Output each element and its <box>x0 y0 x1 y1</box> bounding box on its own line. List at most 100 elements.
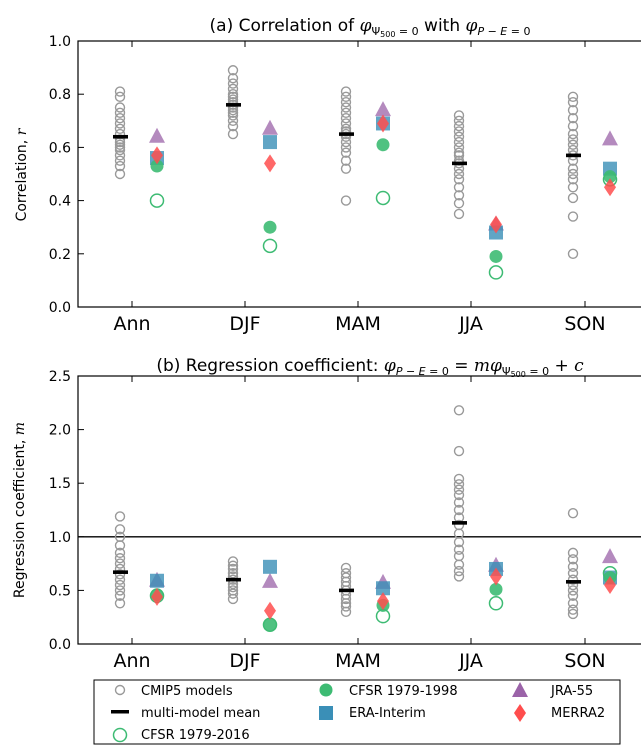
cmip5-point <box>340 102 352 113</box>
panel-a-frame <box>77 40 641 308</box>
cmip5-point <box>453 497 465 508</box>
cmip5-point <box>567 604 579 615</box>
xtick-label-son: SON <box>564 313 605 335</box>
ytick-label: 0.5 <box>49 583 71 599</box>
cmip5-point <box>453 208 465 220</box>
cmip5-point <box>227 115 239 127</box>
panel-b-marks <box>78 405 641 632</box>
merra2-point <box>151 146 163 165</box>
cmip5-point <box>114 150 126 161</box>
ytick-label: 1.0 <box>49 34 71 50</box>
legend-cfsr-1979-1998-label: CFSR 1979-1998 <box>349 684 458 699</box>
cmip5-point <box>114 590 126 601</box>
cfsr-1979-2016-point <box>262 238 278 254</box>
cmip5-point <box>453 168 465 180</box>
cmip5-point <box>114 112 126 124</box>
cmip5-point <box>340 126 352 137</box>
cmip5-point <box>114 511 126 522</box>
cmip5-point <box>114 569 126 580</box>
panel-b-title: (b) Regression coefficient: φP − E = 0 =… <box>156 356 584 379</box>
jra55-point <box>375 101 391 117</box>
cmip5-point <box>453 110 465 121</box>
cmip5-point <box>227 560 239 571</box>
legend-cfsr-1979-2016-marker <box>112 727 128 743</box>
cmip5-point <box>567 248 579 260</box>
mean-mark <box>339 132 354 136</box>
cmip5-point <box>453 565 465 577</box>
legend-mean-marker <box>111 710 129 714</box>
cmip5-point <box>227 556 239 567</box>
xtick-label-ann: Ann <box>113 313 150 335</box>
xtick-label-djf: DJF <box>229 650 260 672</box>
ytick-label: 0.0 <box>49 300 71 316</box>
cmip5-point <box>114 585 126 596</box>
cmip5-point <box>567 598 579 609</box>
xtick-label-mam: MAM <box>335 313 381 335</box>
cmip5-point <box>567 561 579 573</box>
cfsr-1979-1998-point <box>489 249 503 263</box>
cfsr-1979-2016-point <box>488 265 504 280</box>
ytick-label: 2.5 <box>49 369 71 385</box>
cmip5-point <box>340 91 352 103</box>
panel-b-axis: 0.0 0.5 1.0 1.5 2.0 2.5 Ann DJF MAM JJA SON <box>49 369 606 672</box>
cmip5-point <box>453 120 465 132</box>
cmip5-point <box>114 524 126 535</box>
cmip5-point <box>453 174 465 185</box>
cmip5-point <box>114 102 126 113</box>
mean-mark <box>452 521 467 525</box>
cmip5-point <box>453 405 465 416</box>
legend-merra2-marker <box>514 704 526 722</box>
panel-b: (b) Regression coefficient: φP − E = 0 =… <box>12 356 641 672</box>
cfsr-1979-2016-point <box>488 596 504 611</box>
cmip5-point <box>114 134 126 145</box>
xtick-label-jja: JJA <box>458 313 483 335</box>
era-interim-point <box>263 135 277 150</box>
merra2-point <box>151 587 163 606</box>
cmip5-point <box>453 131 465 142</box>
cfsr-1979-1998-point <box>489 582 503 596</box>
era-interim-point <box>150 573 164 588</box>
cmip5-point <box>567 168 579 180</box>
cmip5-point <box>567 590 579 601</box>
cmip5-point <box>340 568 352 579</box>
cmip5-point <box>340 155 352 166</box>
cmip5-point <box>340 86 352 97</box>
cmip5-point <box>567 547 579 559</box>
jra55-point <box>602 548 618 564</box>
merra2-point <box>377 114 389 133</box>
cmip5-point <box>227 88 239 100</box>
cmip5-point <box>114 579 126 591</box>
xtick-label-djf: DJF <box>229 313 260 335</box>
cmip5-point <box>567 568 579 579</box>
cfsr-1979-1998-point <box>150 159 164 173</box>
xtick-label-son: SON <box>564 650 605 672</box>
cmip5-point <box>453 198 465 209</box>
cmip5-point <box>114 553 126 564</box>
cmip5-point <box>453 473 465 485</box>
ytick-label: 0.8 <box>49 87 71 103</box>
xtick-label-jja: JJA <box>458 650 483 672</box>
cmip5-point <box>340 195 352 206</box>
cmip5-point <box>453 484 465 495</box>
mean-mark <box>226 103 241 107</box>
cmip5-point <box>114 168 126 180</box>
cmip5-point <box>567 134 579 145</box>
cmip5-point <box>453 182 465 193</box>
mean-mark <box>113 134 128 139</box>
cmip5-point <box>227 91 239 103</box>
cmip5-point <box>453 126 465 137</box>
cmip5-point <box>567 128 579 140</box>
cmip5-point <box>114 547 126 559</box>
ytick-label: 0.0 <box>49 637 71 653</box>
merra2-point <box>490 567 502 586</box>
cmip5-point <box>567 508 579 519</box>
cmip5-point <box>227 73 239 84</box>
cfsr-1979-1998-point <box>376 138 390 152</box>
cmip5-point <box>114 558 126 569</box>
cmip5-point <box>340 562 352 574</box>
legend-cmip5-marker <box>114 684 126 696</box>
ytick-label: 2.0 <box>49 423 71 439</box>
cmip5-point <box>227 568 239 579</box>
legend-jra55-label: JRA-55 <box>550 684 593 699</box>
